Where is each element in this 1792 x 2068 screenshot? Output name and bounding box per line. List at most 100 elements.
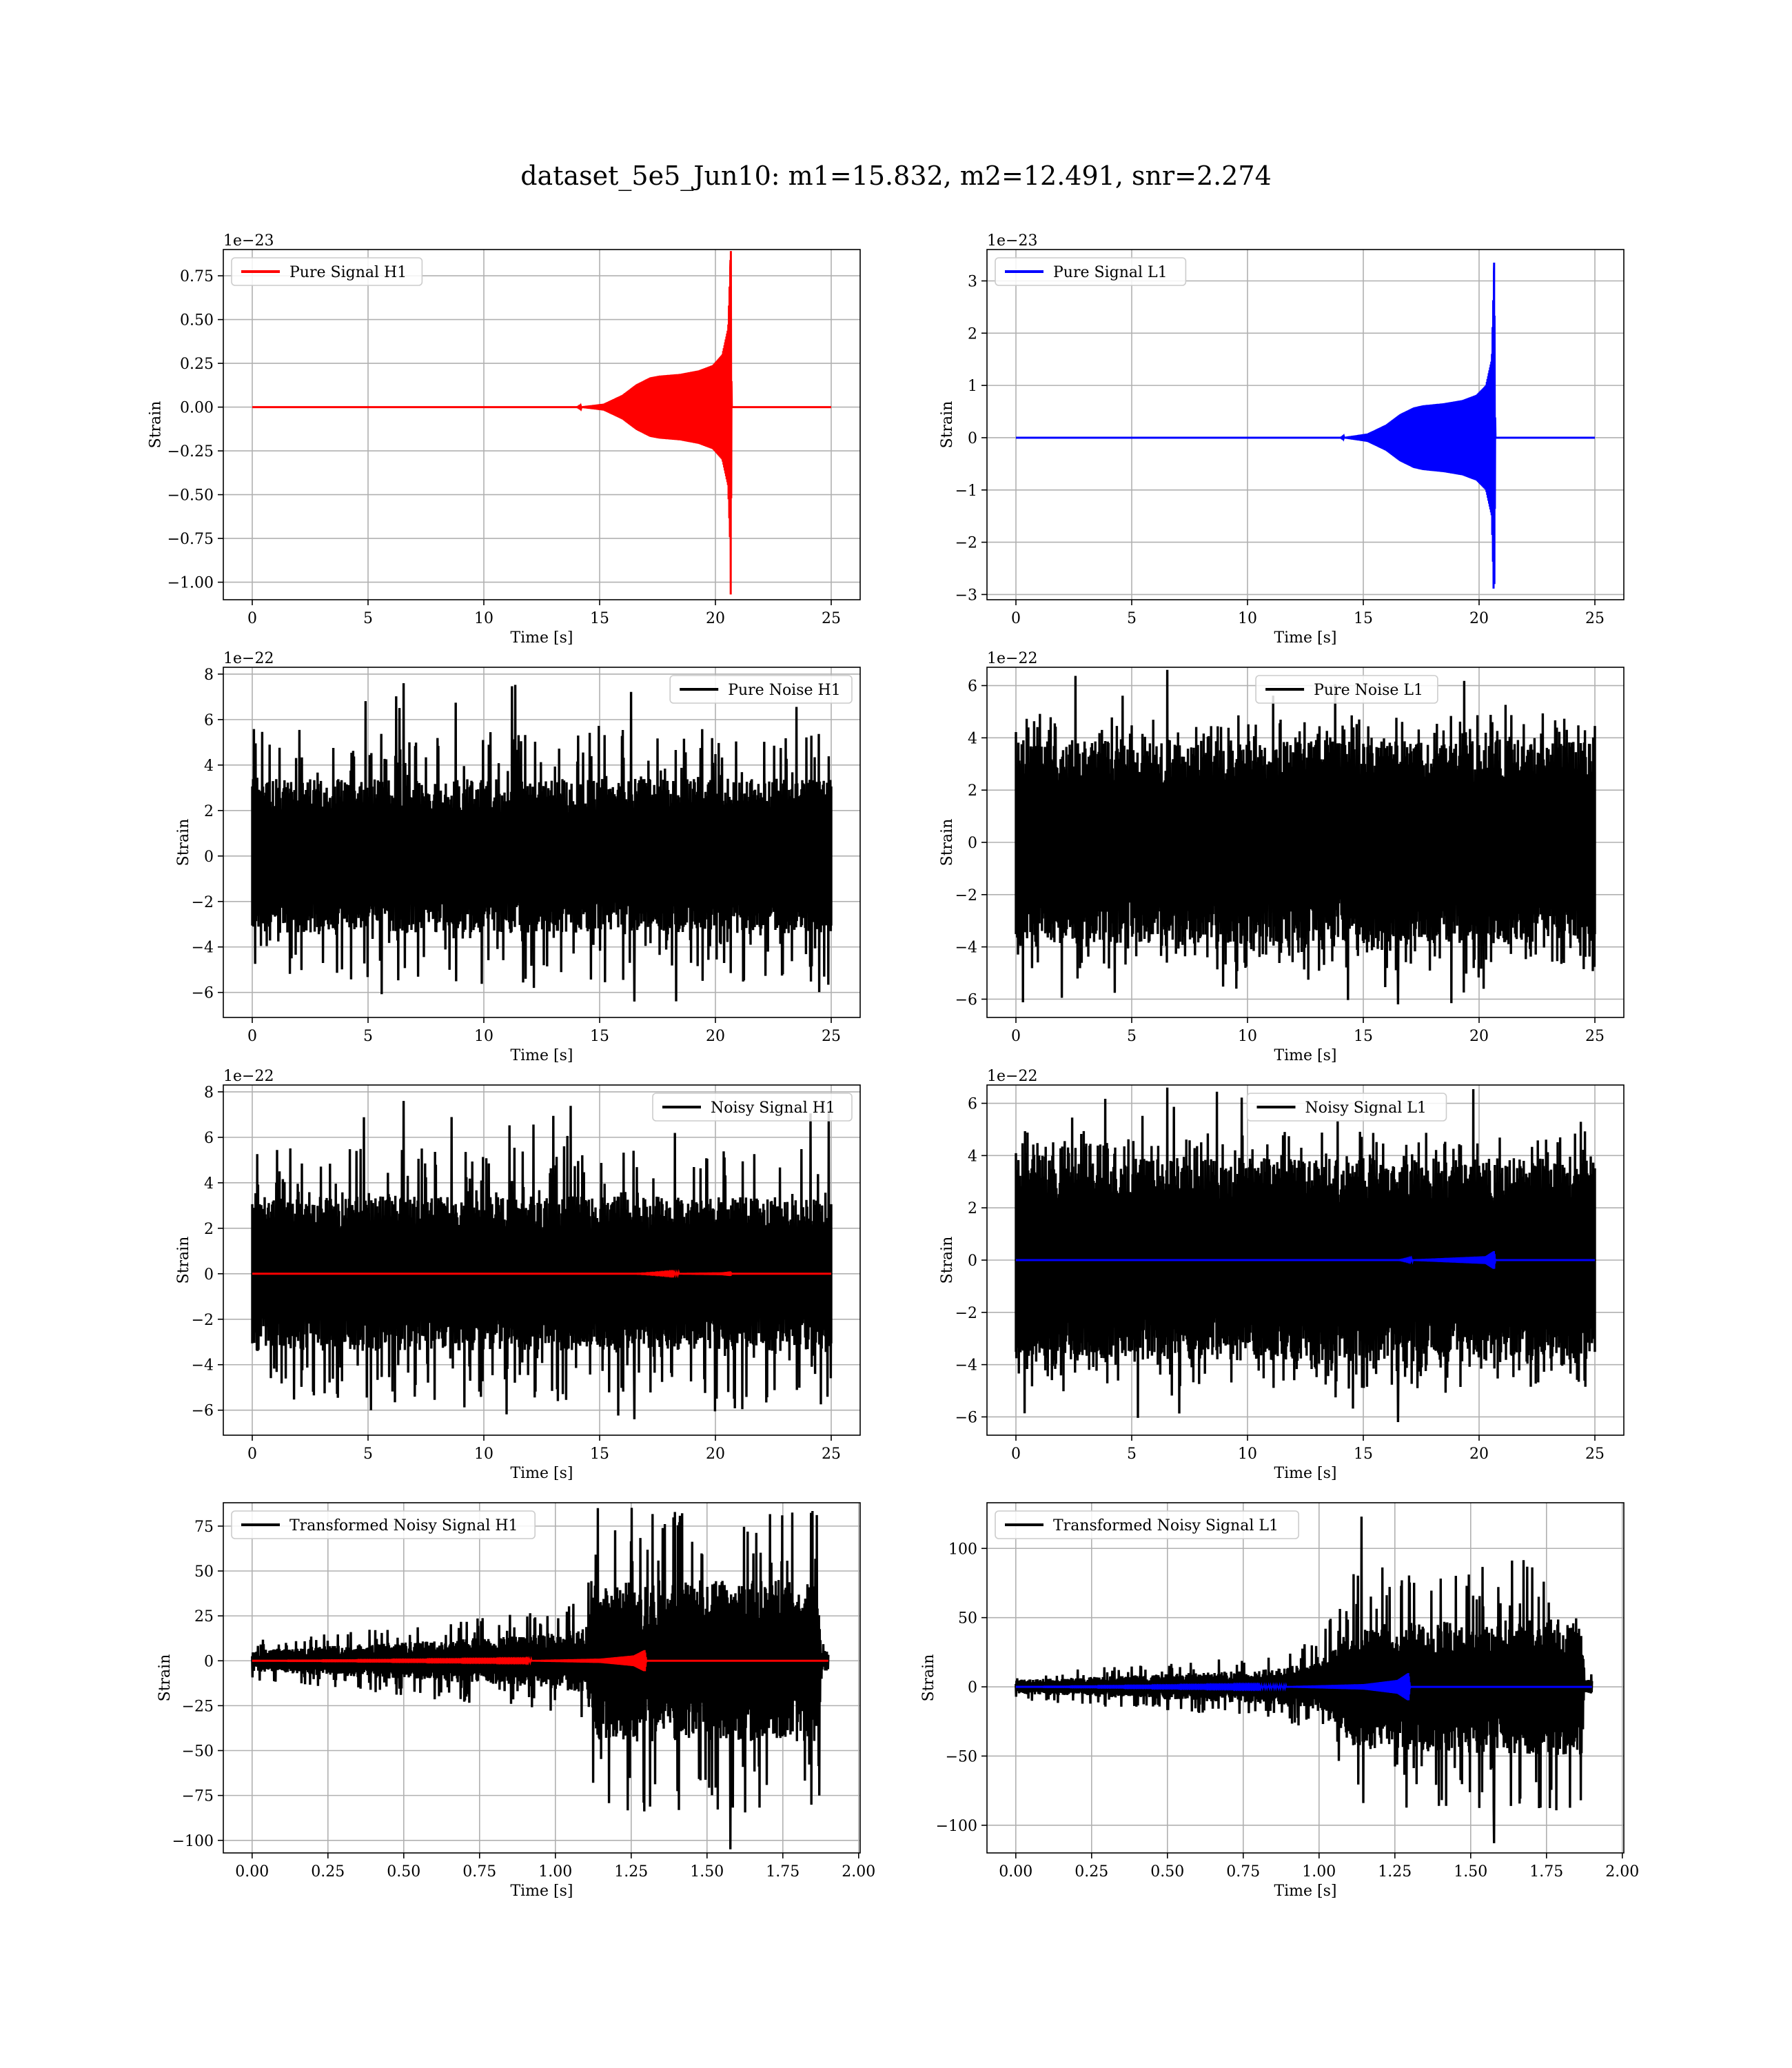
x-tick-label: 25: [822, 610, 841, 627]
x-tick-label: 1.75: [766, 1863, 800, 1881]
legend: Pure Signal H1: [231, 257, 423, 286]
x-tick-label: 10: [1238, 1028, 1257, 1045]
y-tick-label: 2: [968, 782, 977, 800]
subplot-grid: 0 5 10 15 20 25−1.00−0.75−0.50−0.250.000.250.…: [147, 232, 1640, 1900]
y-tick-label: −2: [955, 887, 977, 904]
y-tick-label: −100: [936, 1818, 977, 1835]
legend-entry: Noisy Signal H1: [711, 1099, 835, 1117]
offset-label: 1e−22: [223, 1068, 274, 1085]
x-tick-label: 2.00: [842, 1863, 875, 1881]
series-line-blue-overlay: [1015, 1673, 1592, 1701]
y-tick-label: −50: [946, 1748, 977, 1765]
x-tick-label: 5: [1127, 1028, 1137, 1045]
offset-label: 1e−22: [987, 650, 1037, 667]
y-tick-label: −2: [192, 1312, 214, 1329]
series-line-noisy-signal-h1: [251, 1101, 833, 1419]
x-tick-label: 20: [1469, 1446, 1489, 1463]
x-tick-label: 0: [247, 1028, 257, 1045]
x-axis-label: Time [s]: [1274, 1465, 1336, 1482]
x-tick-label: 0.25: [1075, 1863, 1108, 1881]
x-tick-label: 0.25: [311, 1863, 345, 1881]
x-tick-label: 20: [706, 1446, 725, 1463]
x-axis-label: Time [s]: [510, 629, 573, 647]
series-line-blue-overlay: [1016, 1250, 1595, 1269]
y-tick-label: 50: [194, 1563, 214, 1581]
x-tick-label: 5: [363, 610, 373, 627]
x-axis-label: Time [s]: [1274, 629, 1336, 647]
x-tick-label: 0: [1011, 1028, 1021, 1045]
plot-area: [1015, 1087, 1596, 1423]
plot-area: [251, 683, 833, 1002]
y-tick-label: 2: [968, 1200, 977, 1217]
x-tick-label: 5: [363, 1446, 373, 1463]
legend: Noisy Signal H1: [652, 1093, 853, 1122]
x-tick-label: 20: [1469, 1028, 1489, 1045]
y-axis-label: Strain: [147, 401, 165, 449]
series-line-pure-noise-l1: [1015, 669, 1596, 1005]
offset-label: 1e−23: [223, 232, 274, 250]
legend-box: [1246, 1093, 1447, 1122]
x-tick-label: 10: [474, 610, 493, 627]
x-tick-label: 2.00: [1605, 1863, 1639, 1881]
y-tick-label: 2: [204, 803, 214, 820]
x-tick-label: 20: [706, 1028, 725, 1045]
x-tick-label: 15: [1354, 610, 1373, 627]
y-tick-label: 1: [968, 378, 977, 395]
y-axis: −100 −75 −50 −25 0 25 50 75: [172, 1519, 223, 1850]
x-tick-label: 0: [1011, 610, 1021, 627]
x-tick-label: 0.00: [235, 1863, 269, 1881]
y-tick-label: −75: [182, 1788, 214, 1805]
y-tick-label: 0.25: [180, 356, 214, 373]
y-tick-label: −1.00: [167, 575, 214, 592]
axes-frame: [986, 249, 1625, 600]
x-tick-label: 0: [247, 610, 257, 627]
x-axis-label: Time [s]: [1274, 1883, 1336, 1900]
y-tick-label: 6: [968, 1096, 977, 1113]
x-tick-label: 0.00: [999, 1863, 1032, 1881]
subplot-transformed-noisy-signal-h1: 0.00 0.25 0.50 0.75 1.00 1.25 1.50 1.75 2.00 −100…: [156, 1502, 875, 1900]
y-tick-label: 3: [968, 273, 977, 290]
y-tick-label: 0: [204, 1653, 214, 1670]
legend-entry: Pure Noise L1: [1314, 682, 1423, 699]
y-tick-label: −0.25: [167, 443, 214, 460]
y-axis: −6 −4 −2 0 2 4 6 8: [192, 1084, 223, 1420]
x-tick-label: 25: [822, 1446, 841, 1463]
y-tick-label: 100: [948, 1541, 977, 1558]
series-line-pure-signal-h1: [252, 251, 831, 595]
subplot-pure-signal-h1: 0 5 10 15 20 25 −1.00 −0.75 −0.50 −0.25 0.00 0.25 0.…: [147, 232, 861, 647]
y-axis-label: Strain: [175, 819, 192, 866]
y-tick-label: −100: [172, 1833, 214, 1850]
y-axis-label: Strain: [939, 401, 956, 449]
legend-entry: Pure Noise H1: [728, 682, 841, 699]
x-tick-label: 0.50: [387, 1863, 420, 1881]
subplot-pure-signal-l1: 0 5 10 15 20 25 −3 −2 −1 0 1 2 3 Time [s] Strain 1e−23 P…: [939, 232, 1625, 647]
y-tick-label: 25: [194, 1608, 214, 1625]
x-axis-label: Time [s]: [510, 1883, 573, 1900]
legend-box: [652, 1093, 853, 1122]
x-tick-label: 15: [590, 1446, 609, 1463]
x-tick-label: 25: [1585, 610, 1605, 627]
y-tick-label: 0: [968, 1679, 977, 1696]
offset-label: 1e−22: [987, 1068, 1037, 1085]
x-tick-label: 1.25: [1378, 1863, 1412, 1881]
x-axis-label: Time [s]: [510, 1047, 573, 1064]
y-tick-label: 0.00: [180, 400, 214, 417]
y-tick-label: 6: [968, 678, 977, 696]
y-tick-label: 0: [968, 430, 977, 447]
legend-entry: Pure Signal H1: [289, 264, 407, 281]
y-tick-label: −4: [192, 1357, 214, 1375]
y-tick-label: 6: [204, 1130, 214, 1147]
y-tick-label: 8: [204, 1084, 214, 1102]
y-tick-label: 6: [204, 712, 214, 729]
plot-area: [251, 1101, 833, 1419]
legend-entry: Noisy Signal L1: [1305, 1099, 1427, 1117]
y-tick-label: 4: [968, 730, 977, 747]
series-line-pure-signal-l1: [1016, 262, 1595, 589]
x-tick-label: 5: [1127, 1446, 1137, 1463]
y-tick-label: −25: [182, 1698, 214, 1715]
legend-box: [995, 1510, 1300, 1539]
y-tick-label: 4: [204, 758, 214, 775]
legend-entry: Pure Signal L1: [1053, 264, 1168, 281]
y-tick-label: −0.50: [167, 487, 214, 505]
